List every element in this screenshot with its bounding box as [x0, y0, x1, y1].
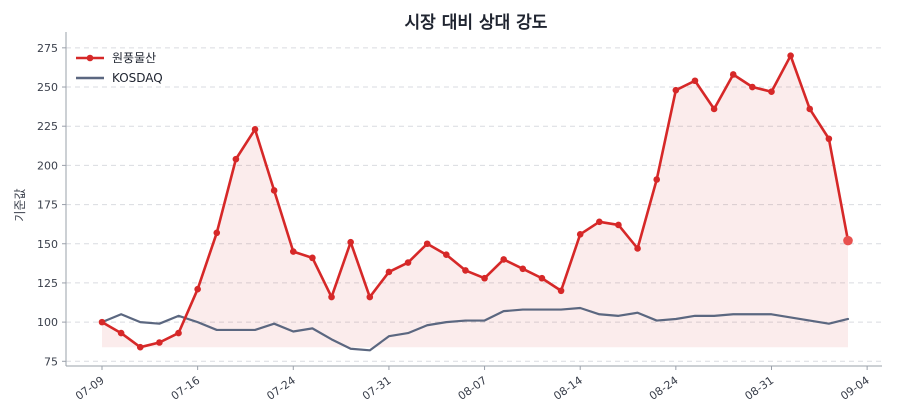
legend-label: 원풍물산 — [112, 51, 156, 65]
x-tick-label: 08-24 — [647, 374, 681, 403]
data-point — [443, 251, 450, 259]
chart-title: 시장 대비 상대 강도 — [405, 13, 548, 33]
series-line-primary — [100, 54, 850, 349]
data-point — [347, 238, 354, 246]
data-point — [117, 329, 125, 337]
data-point — [270, 187, 278, 194]
area-fill — [102, 55, 848, 348]
data-point — [634, 245, 641, 252]
x-tick-label: 08-07 — [456, 374, 490, 403]
data-point — [232, 155, 240, 163]
y-tick-label: 100 — [37, 316, 58, 329]
data-point — [749, 83, 756, 91]
data-point — [500, 256, 507, 263]
data-point — [576, 231, 584, 238]
data-point — [538, 274, 546, 282]
data-point — [557, 287, 565, 295]
x-tick-label: 07-31 — [360, 374, 394, 403]
data-point — [768, 88, 775, 96]
data-point — [615, 221, 622, 229]
data-point — [175, 329, 182, 337]
x-tick-label: 07-24 — [264, 374, 298, 403]
x-tick-label: 07-16 — [169, 374, 203, 403]
y-tick-label: 175 — [37, 199, 58, 212]
data-point — [309, 254, 316, 262]
data-point — [213, 229, 221, 237]
y-tick-label: 250 — [37, 81, 58, 94]
data-point — [423, 240, 431, 248]
data-point — [156, 339, 163, 346]
x-tick-label: 08-31 — [743, 374, 777, 403]
data-point — [519, 265, 527, 273]
data-point — [136, 343, 144, 351]
y-tick-label: 275 — [37, 42, 58, 55]
data-point — [289, 248, 297, 255]
y-axis-label: 기준값 — [13, 188, 27, 221]
data-point — [653, 176, 661, 183]
data-point — [672, 86, 680, 94]
legend: 원풍물산 KOSDAQ — [76, 51, 163, 85]
data-point — [691, 77, 699, 85]
data-point — [328, 293, 335, 301]
y-tick-label: 200 — [37, 159, 58, 172]
last-data-point — [843, 235, 853, 246]
x-tick-label: 08-14 — [551, 374, 585, 403]
data-point — [481, 274, 488, 282]
legend-label: KOSDAQ — [112, 71, 163, 85]
data-point — [385, 268, 393, 276]
data-point — [404, 259, 412, 266]
data-point — [462, 267, 469, 274]
data-point — [251, 126, 259, 133]
x-tick-label: 09-04 — [838, 374, 872, 403]
data-point — [710, 105, 718, 113]
data-point — [729, 71, 737, 78]
data-point — [366, 293, 374, 301]
data-point — [825, 135, 833, 143]
x-tick-label: 07-09 — [73, 374, 107, 403]
series-area-fill — [102, 55, 848, 348]
series-line-benchmark — [100, 306, 850, 352]
data-point — [806, 105, 814, 113]
grid-lines — [66, 47, 882, 362]
legend-marker — [86, 54, 94, 62]
data-point — [787, 52, 794, 59]
data-point — [194, 285, 201, 293]
series-lines — [98, 52, 853, 352]
y-tick-label: 125 — [37, 277, 58, 290]
data-point — [596, 218, 603, 226]
data-point — [98, 318, 106, 326]
y-tick-label: 75 — [44, 355, 58, 368]
y-tick-label: 150 — [37, 238, 58, 251]
y-tick-label: 225 — [37, 120, 58, 133]
